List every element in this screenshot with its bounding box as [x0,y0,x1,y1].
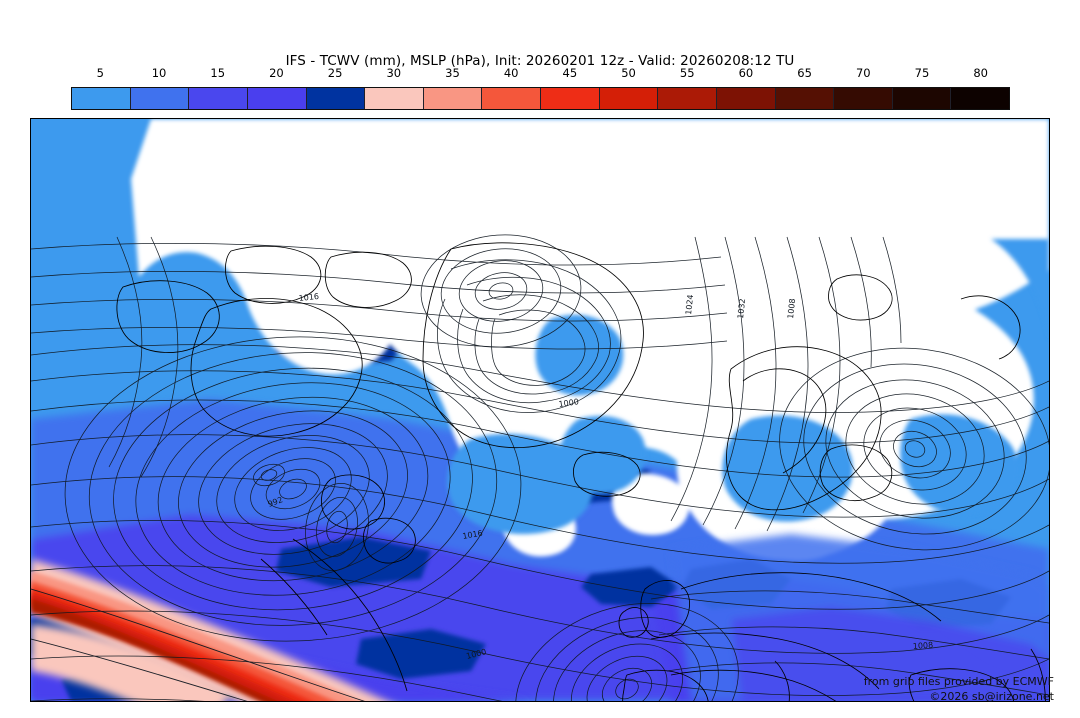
colorbar-tick-70: 70 [855,66,871,80]
map-canvas: 1016 1000 1024 1032 1008 992 1016 1000 1… [31,119,1049,701]
contour-label-1016: 1016 [298,292,319,303]
colorbar-segment-13 [834,88,893,109]
contour-label-1024: 1024 [684,294,695,315]
colorbar-tick-15: 15 [210,66,226,80]
colorbar-tick-45: 45 [562,66,578,80]
page-title: IFS - TCWV (mm), MSLP (hPa), Init: 20260… [285,53,795,69]
contour-label-1016b: 1016 [462,529,484,541]
contour-labels: 1016 1000 1024 1032 1008 992 1016 1000 1… [267,292,934,661]
colorbar-tick-25: 25 [327,66,343,80]
contour-label-1032: 1032 [736,298,747,319]
colorbar-segment-5 [365,88,424,109]
colorbar-segment-4 [306,88,366,109]
colorbar-segment-2 [189,88,248,109]
colorbar-tick-35: 35 [445,66,460,80]
colorbar-segment-7 [482,88,541,109]
colorbar-tick-75: 75 [914,66,930,80]
colorbar-tick-60: 60 [738,66,754,80]
colorbar-segment-14 [892,88,952,109]
light-blue-patches [447,314,853,535]
colorbar-tick-20: 20 [269,66,284,80]
colorbar-tick-30: 30 [386,66,402,80]
contour-label-1000: 1000 [558,397,579,409]
colorbar-segment-3 [247,88,307,109]
credit-copyright: ©2026 sb@irizone.net [929,690,1054,703]
contour-label-1008: 1008 [786,298,797,319]
colorbar-segment-1 [130,88,190,109]
colorbar-segment-12 [775,88,835,109]
coastlines [116,242,1046,701]
colorbar-segment-6 [423,88,483,109]
colorbar-tick-5: 5 [96,66,105,80]
colorbar-tick-55: 55 [679,66,695,80]
mslp-contours [31,234,1049,701]
colorbar-tick-50: 50 [621,66,636,80]
contour-label-1008b: 1008 [913,641,934,651]
colorbar-segment-8 [541,88,600,109]
colorbar-segments [71,87,1010,110]
colorbar-segment-15 [951,88,1009,109]
map-panel[interactable]: 1016 1000 1024 1032 1008 992 1016 1000 1… [30,118,1050,702]
colorbar-tick-40: 40 [503,66,519,80]
colorbar-segment-11 [716,88,776,109]
colorbar-tick-65: 65 [797,66,812,80]
colorbar-segment-10 [658,88,717,109]
credit-source: from grib files provided by ECMWF [863,675,1054,688]
colorbar [71,87,1010,110]
colorbar-tick-labels: 5 10 15 20 25 30 35 40 45 50 55 60 65 70 75 80 [71,66,1010,82]
colorbar-tick-10: 10 [151,66,167,80]
colorbar-segment-0 [72,88,131,109]
colorbar-tick-80: 80 [973,66,988,80]
colorbar-segment-9 [599,88,659,109]
